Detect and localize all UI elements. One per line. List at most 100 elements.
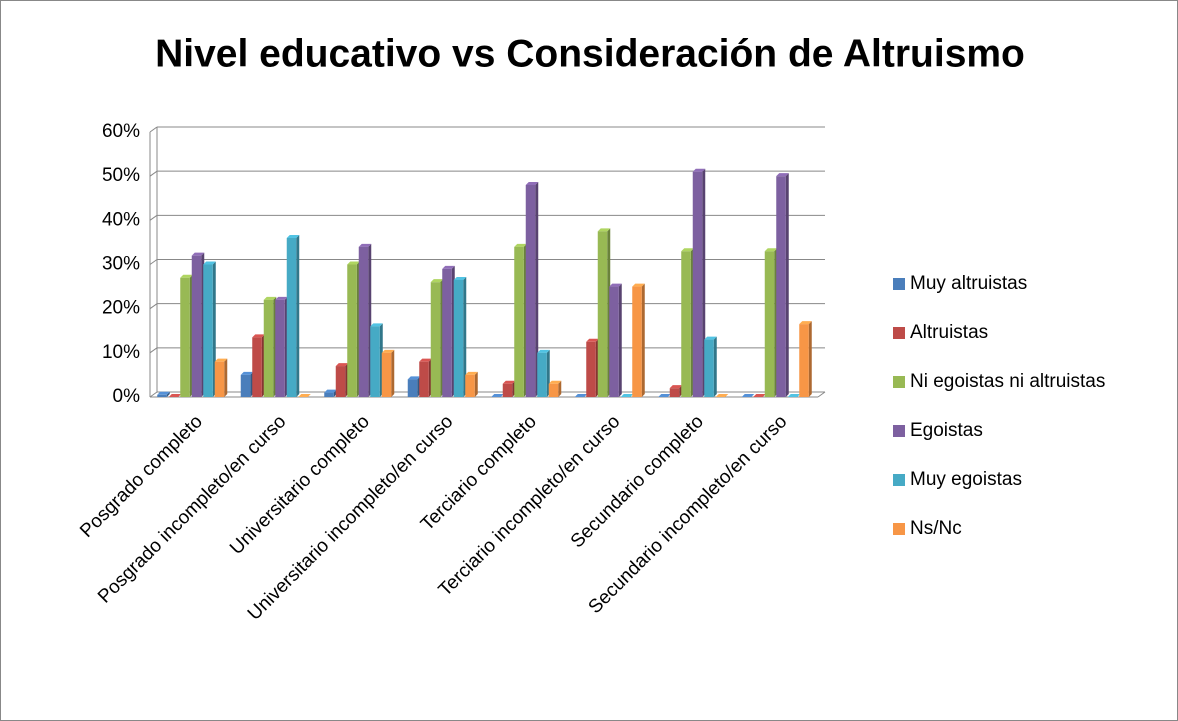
legend-label: Muy egoistas — [910, 469, 1022, 490]
bar-top — [347, 261, 360, 265]
bar — [525, 185, 536, 397]
bar-top — [453, 276, 467, 280]
bar — [180, 277, 190, 397]
bar-side — [474, 371, 478, 397]
bar-top — [537, 349, 550, 353]
bar-side — [391, 349, 395, 397]
bar-top — [324, 389, 337, 393]
bar-top — [658, 394, 671, 397]
bar — [252, 337, 262, 397]
bar-top — [502, 380, 516, 384]
y-tick-label: 10% — [102, 342, 140, 363]
bar-top — [776, 173, 789, 177]
bar — [286, 238, 297, 397]
bar — [191, 255, 202, 397]
bar — [407, 379, 418, 397]
bar-side — [558, 380, 562, 397]
bar — [203, 264, 213, 397]
bar-top — [430, 279, 444, 283]
bar-top — [620, 394, 634, 397]
bar — [324, 392, 334, 397]
bar — [157, 394, 167, 397]
bar-top — [191, 252, 205, 256]
bar-top — [692, 168, 706, 172]
legend-label: Muy altruistas — [910, 273, 1027, 294]
bar-side — [641, 283, 645, 397]
bar-top — [597, 228, 611, 232]
floor-line — [817, 391, 826, 398]
bar-top — [548, 380, 562, 384]
bar-top — [514, 243, 527, 247]
y-tick-label: 0% — [113, 386, 141, 407]
bar-top — [704, 336, 717, 340]
bar-side — [618, 283, 622, 397]
bar — [263, 299, 274, 397]
bar — [381, 352, 392, 397]
bar — [275, 299, 285, 397]
bar-top — [275, 296, 288, 300]
bar-top — [741, 394, 755, 397]
bar — [776, 176, 786, 397]
bar-top — [681, 248, 694, 252]
bar-top — [263, 296, 277, 300]
bar-top — [407, 376, 421, 380]
bar-top — [335, 363, 349, 367]
bar — [240, 374, 251, 397]
legend-swatch — [893, 376, 905, 388]
bar — [669, 388, 680, 397]
bar-side — [224, 358, 228, 397]
legend-swatch — [893, 474, 905, 486]
bar-top — [609, 283, 622, 287]
bar-top — [252, 334, 265, 338]
bar-top — [240, 371, 254, 375]
legend-label: Egoistas — [910, 420, 983, 441]
bar-top — [381, 349, 395, 353]
grid-line — [149, 170, 158, 177]
bar — [799, 324, 809, 397]
bar-top — [465, 371, 478, 375]
bar — [704, 339, 714, 397]
legend-swatch — [893, 278, 905, 290]
grid-line — [149, 259, 158, 265]
bar-side — [535, 182, 539, 397]
bar-side — [166, 391, 170, 397]
bar — [335, 366, 346, 397]
bar — [548, 383, 559, 397]
bar — [514, 246, 524, 397]
grid-line — [149, 126, 158, 133]
bar — [465, 374, 475, 397]
bar-top — [370, 323, 383, 327]
bar-side — [785, 173, 789, 397]
bar-top — [525, 182, 539, 185]
y-tick-label: 20% — [102, 298, 140, 319]
bar-top — [574, 394, 588, 397]
bar — [430, 282, 441, 397]
bar — [358, 246, 369, 397]
bar-side — [713, 336, 717, 397]
bar — [692, 171, 703, 397]
bar — [764, 251, 775, 397]
bar-top — [764, 248, 778, 252]
legend-label: Ni egoistas ni altruistas — [910, 371, 1105, 392]
bar — [370, 326, 380, 397]
legend-swatch — [893, 327, 905, 339]
chart-title: Nivel educativo vs Consideración de Altr… — [155, 32, 1025, 75]
bar-top — [286, 235, 300, 238]
bar — [681, 251, 691, 397]
bar-top — [442, 265, 455, 269]
y-tick-label: 60% — [102, 121, 140, 142]
bar-side — [463, 276, 467, 397]
bar-top — [787, 394, 801, 397]
bar-top — [799, 321, 812, 325]
y-tick-label: 30% — [102, 254, 140, 275]
y-tick-label: 50% — [102, 165, 140, 186]
bar — [632, 286, 642, 397]
bar-top — [214, 358, 228, 362]
grid-line — [149, 347, 158, 354]
grid-line — [149, 214, 158, 221]
bar-top — [419, 358, 432, 362]
y-tick-label: 40% — [102, 209, 140, 230]
bar-top — [180, 274, 193, 278]
bar-top — [669, 385, 683, 389]
bar — [453, 279, 464, 397]
